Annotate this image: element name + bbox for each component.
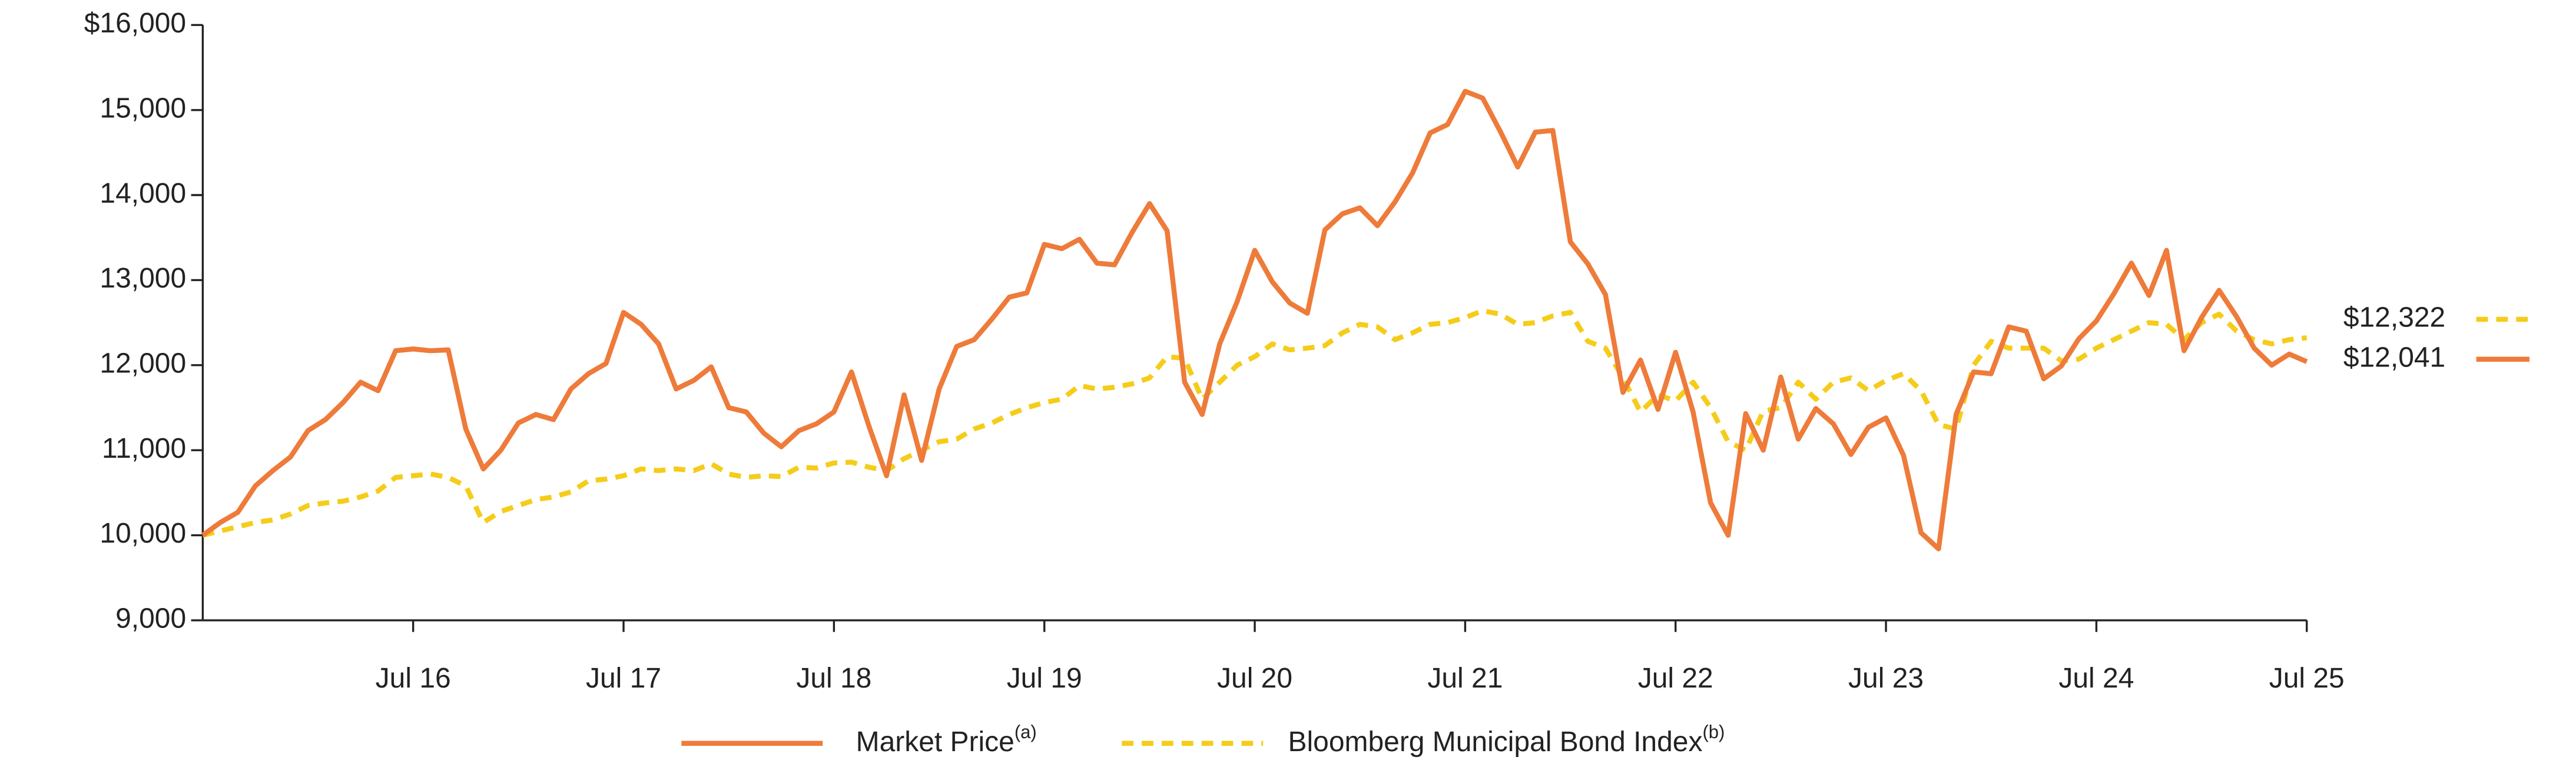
y-tick-label: 14,000 [100, 178, 186, 209]
x-tick-label: Jul 23 [1848, 663, 1924, 694]
x-tick-label: Jul 22 [1638, 663, 1713, 694]
x-tick-label: Jul 16 [376, 663, 451, 694]
x-tick-label: Jul 18 [796, 663, 871, 694]
legend-name: Bloomberg Municipal Bond Index [1288, 726, 1703, 757]
legend-note: (a) [1015, 722, 1037, 742]
x-tick-label: Jul 17 [586, 663, 661, 694]
y-tick-label: 13,000 [100, 263, 186, 294]
end-label: $12,322 [2343, 302, 2445, 333]
x-tick-label: Jul 19 [1007, 663, 1082, 694]
end-label: $12,041 [2343, 342, 2445, 373]
legend-label: Market Price(a) [856, 722, 1037, 757]
y-tick-label: 11,000 [102, 433, 186, 464]
y-tick-label: 9,000 [115, 603, 186, 634]
x-tick-label: Jul 21 [1427, 663, 1503, 694]
legend-note: (b) [1702, 722, 1725, 742]
x-tick-label: Jul 25 [2269, 663, 2345, 694]
legend-name: Market Price [856, 726, 1015, 757]
y-tick-label: 12,000 [100, 348, 186, 379]
y-tick-label: 10,000 [100, 518, 186, 549]
x-tick-label: Jul 20 [1217, 663, 1292, 694]
y-tick-label: 15,000 [100, 92, 186, 124]
legend-label: Bloomberg Municipal Bond Index(b) [1288, 722, 1725, 757]
y-tick-label: $16,000 [84, 8, 186, 39]
series-line [202, 308, 2308, 538]
series-line [201, 88, 2308, 551]
x-tick-label: Jul 24 [2058, 663, 2134, 694]
